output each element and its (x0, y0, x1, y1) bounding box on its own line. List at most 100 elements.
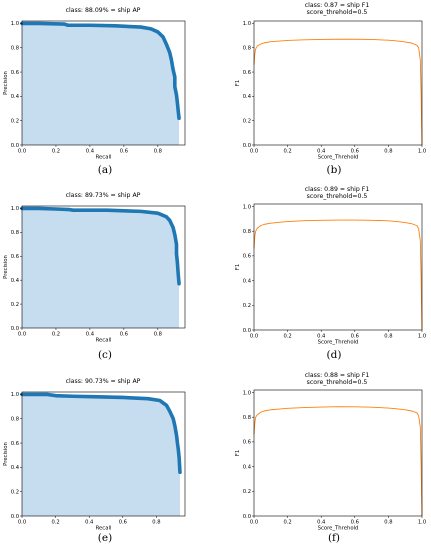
y-axis-label: F1 (235, 80, 241, 86)
x-axis-label: Recall (96, 155, 112, 161)
y-tick-label: 1.0 (243, 21, 251, 27)
y-tick-label: 0.6 (243, 254, 251, 260)
pr-curve-line (20, 206, 181, 286)
x-tick-label: 0.0 (18, 149, 26, 155)
y-tick-label: 1.0 (11, 206, 19, 212)
panel-caption: (a) (98, 164, 112, 176)
x-tick-label: 0.6 (351, 334, 359, 340)
x-tick-label: 0.6 (119, 520, 127, 526)
f1-curve-line (253, 406, 423, 517)
y-tick-label: 0.4 (243, 278, 252, 284)
axes-frame (21, 391, 186, 517)
y-axis-label: F1 (235, 264, 241, 270)
chart-title: class: 0.88 = ship F1 (305, 372, 370, 379)
y-tick-label: 0.6 (11, 70, 19, 76)
y-tick-label: 0.0 (243, 328, 251, 334)
x-tick-label: 0.8 (154, 149, 162, 155)
x-tick-label: 0.8 (154, 332, 162, 338)
x-tick-label: 0.4 (86, 149, 95, 155)
x-tick-label: 0.0 (18, 332, 26, 338)
x-tick-label: 0.8 (152, 520, 160, 526)
x-tick-label: 0.4 (86, 332, 95, 338)
pr-area-fill (22, 23, 180, 145)
y-tick-label: 0.8 (11, 417, 19, 423)
axes-frame (253, 389, 423, 517)
panel-caption: (e) (98, 532, 112, 544)
x-axis-label: Score_Threhold (318, 526, 359, 532)
pr-curve-line (20, 21, 181, 121)
chart-subtitle: score_threhold=0.5 (307, 9, 368, 16)
x-tick-label: 0.6 (351, 149, 359, 155)
y-tick-label: 0.0 (11, 326, 19, 332)
x-tick-label: 1.0 (418, 334, 426, 340)
y-tick-label: 0.4 (11, 94, 20, 100)
f1-curve-line (253, 219, 423, 331)
chart-subtitle: score_threhold=0.5 (307, 379, 368, 386)
y-tick-label: 1.0 (11, 21, 19, 27)
y-tick-label: 0.0 (11, 143, 19, 149)
y-tick-label: 0.6 (11, 441, 19, 447)
y-tick-label: 1.0 (243, 204, 251, 210)
y-axis-label: Precision (3, 255, 9, 279)
y-tick-label: 0.4 (11, 465, 20, 471)
y-tick-label: 0.4 (243, 94, 252, 100)
y-tick-label: 1.0 (11, 392, 19, 398)
x-tick-label: 0.4 (317, 149, 326, 155)
y-axis-label: Precision (3, 442, 9, 466)
y-tick-label: 0.8 (243, 46, 251, 52)
x-tick-label: 0.6 (351, 520, 359, 526)
x-tick-label: 0.4 (317, 334, 326, 340)
y-tick-label: 0.6 (243, 70, 251, 76)
x-axis-label: Recall (96, 526, 112, 532)
y-tick-label: 0.8 (243, 415, 251, 421)
x-tick-label: 0.2 (52, 332, 60, 338)
axes-frame (253, 203, 423, 331)
panel-caption: (f) (328, 532, 340, 544)
x-axis-label: Score_Threhold (318, 340, 359, 346)
pr-area-fill (22, 208, 180, 328)
x-tick-label: 0.2 (283, 149, 291, 155)
chart-title: class: 0.89 = ship F1 (305, 186, 370, 193)
x-tick-label: 0.2 (52, 149, 60, 155)
pr-curve-line (20, 392, 182, 475)
axes-frame (21, 20, 186, 146)
x-tick-label: 0.4 (317, 520, 326, 526)
x-tick-label: 0.0 (250, 149, 258, 155)
x-axis-label: Score_Threhold (318, 155, 359, 161)
x-tick-label: 0.0 (250, 334, 258, 340)
panel-caption: (d) (327, 349, 342, 361)
panel-caption: (c) (98, 349, 112, 361)
y-tick-label: 0.2 (11, 489, 19, 495)
y-tick-label: 0.8 (11, 230, 19, 236)
y-tick-label: 0.2 (243, 303, 251, 309)
axes-frame (21, 205, 186, 329)
x-tick-label: 0.2 (283, 520, 291, 526)
y-tick-label: 1.0 (243, 390, 251, 396)
panel-caption: (b) (327, 164, 342, 176)
x-tick-label: 0.2 (51, 520, 59, 526)
x-tick-label: 0.4 (85, 520, 94, 526)
y-tick-label: 0.8 (11, 46, 19, 52)
chart-panel-e: class: 90.73% = ship AP 0.0 0.2 0.4 0.6 0.8 0.… (3, 378, 186, 544)
y-tick-label: 0.6 (243, 440, 251, 446)
y-tick-label: 0.2 (11, 118, 19, 124)
f1-curve-line (253, 38, 423, 146)
y-tick-label: 0.4 (11, 278, 20, 284)
x-tick-label: 1.0 (418, 149, 426, 155)
y-tick-label: 0.0 (243, 514, 251, 520)
y-axis-label: F1 (235, 450, 241, 456)
y-tick-label: 0.2 (11, 302, 19, 308)
y-tick-label: 0.0 (11, 514, 19, 520)
x-tick-label: 0.8 (384, 520, 392, 526)
x-tick-label: 0.2 (283, 334, 291, 340)
x-tick-label: 0.0 (250, 520, 258, 526)
chart-title: class: 90.73% = ship AP (66, 378, 141, 385)
y-tick-label: 0.4 (243, 464, 252, 470)
chart-panel-a: class: 88.09% = ship AP 0.0 0.2 0.4 0.6 0.8 0.… (3, 7, 186, 176)
axes-frame (253, 20, 423, 146)
x-tick-label: 0.6 (120, 332, 128, 338)
